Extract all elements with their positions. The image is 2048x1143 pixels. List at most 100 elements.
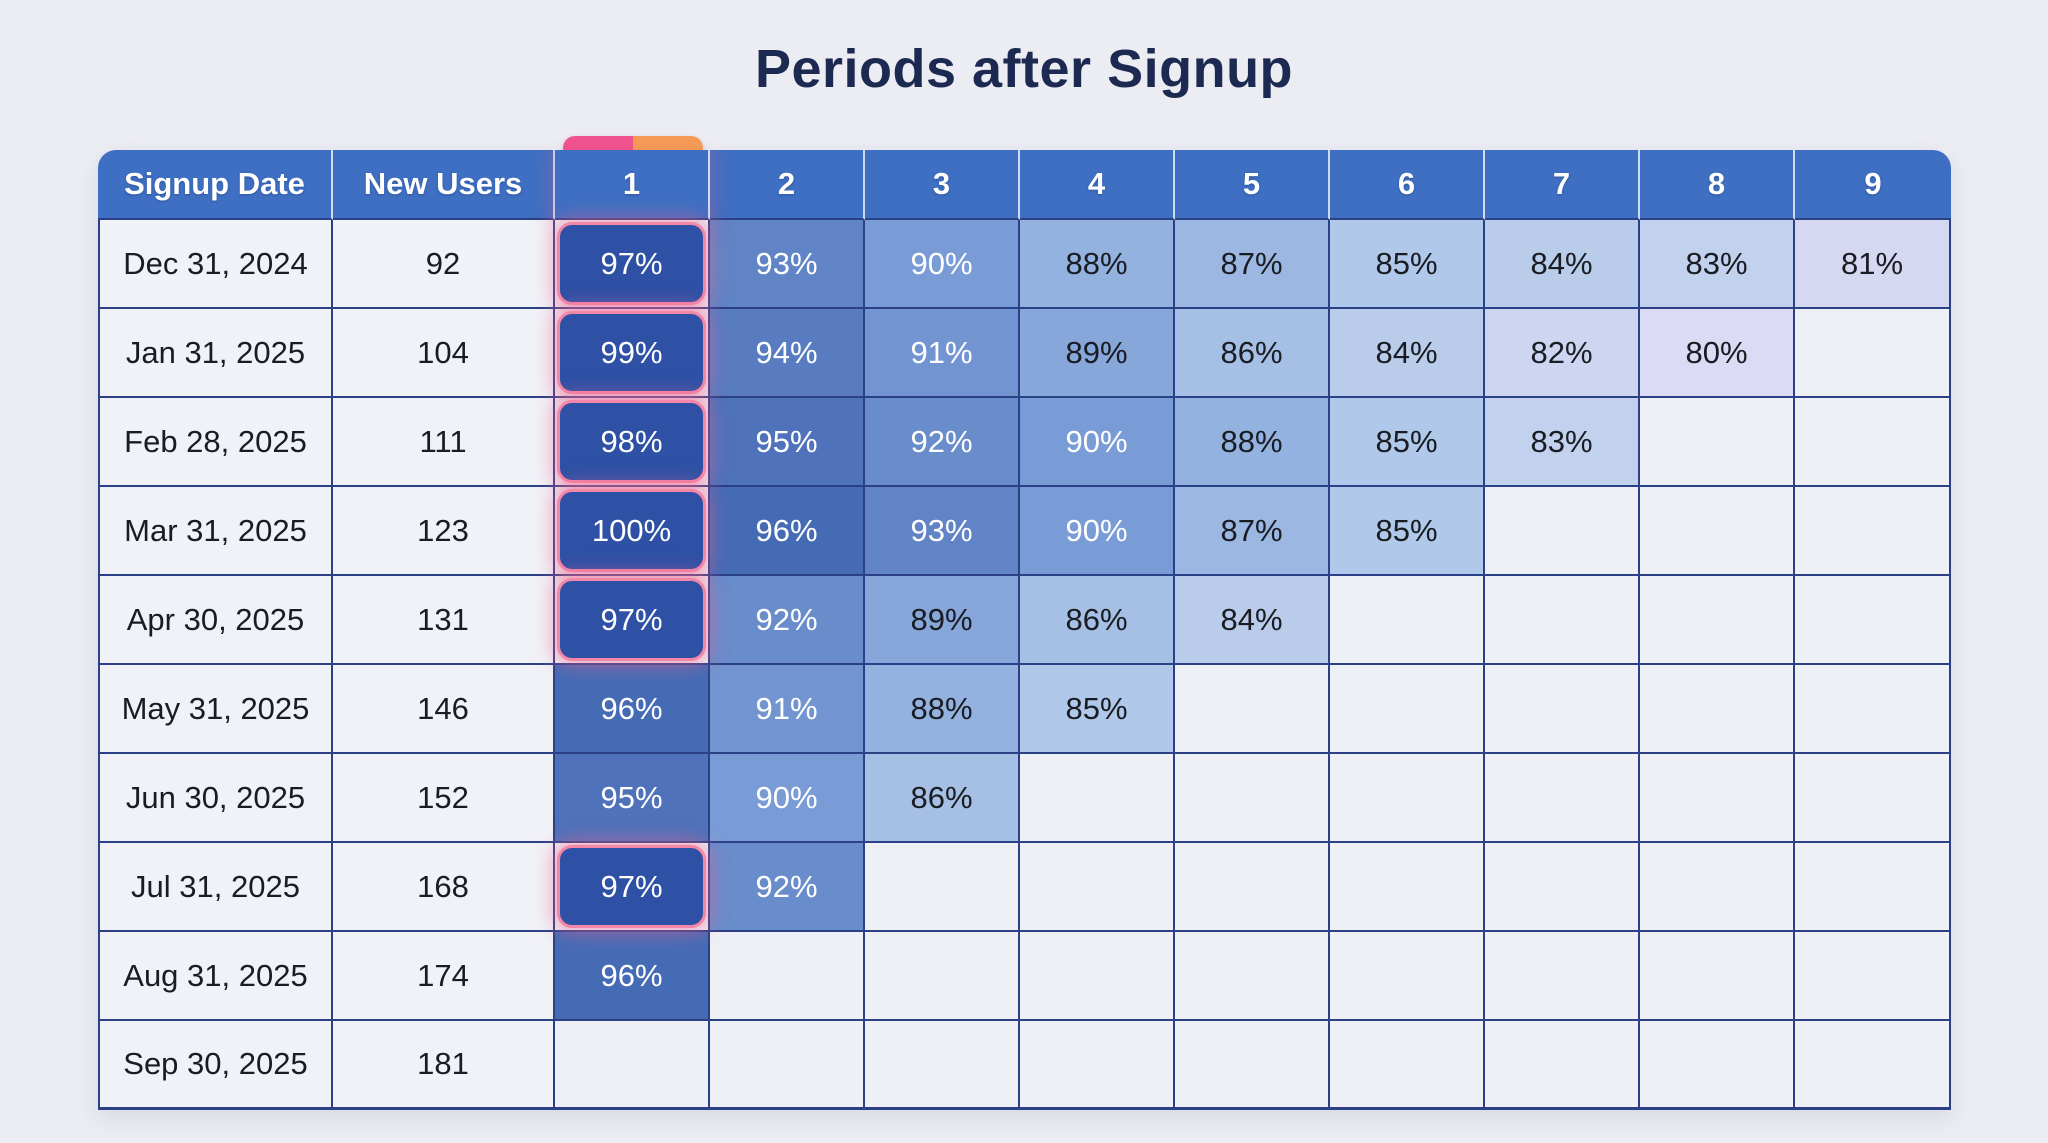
retention-cell[interactable]: 83% [1640, 220, 1795, 309]
empty-period-cell [1640, 398, 1795, 487]
header-row: Signup Date New Users 1 2 3 4 5 6 7 8 9 [98, 150, 1951, 220]
retention-cell[interactable]: 88% [865, 665, 1020, 754]
empty-period-cell [1020, 754, 1175, 843]
retention-cell[interactable]: 87% [1175, 220, 1330, 309]
retention-cell[interactable]: 96% [710, 487, 865, 576]
cohort-table-wrapper: Signup Date New Users 1 2 3 4 5 6 7 8 9 Dec 31, 20… [98, 150, 1951, 1110]
retention-cell[interactable]: 86% [865, 754, 1020, 843]
retention-cell[interactable]: 90% [1020, 398, 1175, 487]
signup-date-cell: Jan 31, 2025 [98, 309, 333, 398]
table-row: Mar 31, 2025 123 100% 96% 93% 90% 87% 85% [98, 487, 1951, 576]
empty-period-cell [1640, 843, 1795, 932]
empty-period-cell [1020, 932, 1175, 1021]
empty-period-cell [1020, 843, 1175, 932]
table-row: Apr 30, 2025 131 97% 92% 89% 86% 84% [98, 576, 1951, 665]
retention-cell[interactable]: 90% [710, 754, 865, 843]
retention-cell[interactable]: 99% [555, 309, 710, 398]
empty-period-cell [710, 1021, 865, 1110]
retention-cell[interactable]: 96% [555, 665, 710, 754]
highlighted-retention-value: 97% [557, 222, 706, 305]
new-users-cell: 111 [333, 398, 555, 487]
retention-cell[interactable]: 100% [555, 487, 710, 576]
column-header-4[interactable]: 4 [1020, 150, 1175, 220]
retention-cell[interactable]: 92% [710, 843, 865, 932]
retention-cell[interactable]: 80% [1640, 309, 1795, 398]
empty-period-cell [1485, 754, 1640, 843]
retention-cell[interactable]: 97% [555, 843, 710, 932]
new-users-cell: 123 [333, 487, 555, 576]
retention-cell[interactable]: 91% [710, 665, 865, 754]
empty-period-cell [1640, 665, 1795, 754]
retention-cell[interactable]: 92% [865, 398, 1020, 487]
column-header-5[interactable]: 5 [1175, 150, 1330, 220]
retention-cell[interactable]: 97% [555, 220, 710, 309]
cohort-table: Signup Date New Users 1 2 3 4 5 6 7 8 9 Dec 31, 20… [98, 150, 1951, 1110]
retention-cell[interactable]: 95% [555, 754, 710, 843]
column-header-1[interactable]: 1 [555, 150, 710, 220]
highlighted-retention-value: 99% [557, 311, 706, 394]
empty-period-cell [865, 932, 1020, 1021]
retention-cell[interactable]: 91% [865, 309, 1020, 398]
retention-cell[interactable]: 84% [1485, 220, 1640, 309]
empty-period-cell [1485, 1021, 1640, 1110]
retention-cell[interactable]: 85% [1020, 665, 1175, 754]
retention-cell[interactable]: 88% [1020, 220, 1175, 309]
signup-date-cell: Dec 31, 2024 [98, 220, 333, 309]
retention-cell[interactable]: 92% [710, 576, 865, 665]
signup-date-cell: Apr 30, 2025 [98, 576, 333, 665]
retention-cell[interactable]: 94% [710, 309, 865, 398]
empty-period-cell [1175, 1021, 1330, 1110]
retention-cell[interactable]: 85% [1330, 487, 1485, 576]
empty-period-cell [1330, 665, 1485, 754]
column-header-6[interactable]: 6 [1330, 150, 1485, 220]
empty-period-cell [1640, 487, 1795, 576]
empty-period-cell [1795, 932, 1951, 1021]
empty-period-cell [1330, 1021, 1485, 1110]
retention-cell[interactable]: 88% [1175, 398, 1330, 487]
new-users-cell: 131 [333, 576, 555, 665]
empty-period-cell [865, 843, 1020, 932]
column-header-3[interactable]: 3 [865, 150, 1020, 220]
table-row: Jun 30, 2025 152 95% 90% 86% [98, 754, 1951, 843]
retention-cell[interactable]: 95% [710, 398, 865, 487]
column-header-signup-date: Signup Date [98, 150, 333, 220]
retention-cell[interactable]: 96% [555, 932, 710, 1021]
retention-cell[interactable]: 89% [1020, 309, 1175, 398]
retention-cell[interactable]: 85% [1330, 398, 1485, 487]
retention-cell[interactable]: 82% [1485, 309, 1640, 398]
retention-cell[interactable]: 85% [1330, 220, 1485, 309]
retention-cell[interactable]: 87% [1175, 487, 1330, 576]
signup-date-cell: Jul 31, 2025 [98, 843, 333, 932]
retention-cell[interactable]: 93% [865, 487, 1020, 576]
empty-period-cell [1795, 487, 1951, 576]
empty-period-cell [1330, 576, 1485, 665]
retention-cell[interactable]: 90% [865, 220, 1020, 309]
column-header-7[interactable]: 7 [1485, 150, 1640, 220]
column-header-9[interactable]: 9 [1795, 150, 1951, 220]
retention-cell[interactable]: 90% [1020, 487, 1175, 576]
column-header-2[interactable]: 2 [710, 150, 865, 220]
highlighted-retention-value: 98% [557, 400, 706, 483]
new-users-cell: 174 [333, 932, 555, 1021]
empty-period-cell [555, 1021, 710, 1110]
column-header-8[interactable]: 8 [1640, 150, 1795, 220]
retention-cell[interactable]: 86% [1020, 576, 1175, 665]
signup-date-cell: Mar 31, 2025 [98, 487, 333, 576]
retention-cell[interactable]: 86% [1175, 309, 1330, 398]
table-row: May 31, 2025 146 96% 91% 88% 85% [98, 665, 1951, 754]
new-users-cell: 92 [333, 220, 555, 309]
retention-cell[interactable]: 97% [555, 576, 710, 665]
retention-cell[interactable]: 84% [1330, 309, 1485, 398]
highlighted-retention-value: 97% [557, 845, 706, 928]
retention-cell[interactable]: 84% [1175, 576, 1330, 665]
retention-cell[interactable]: 89% [865, 576, 1020, 665]
empty-period-cell [1330, 932, 1485, 1021]
retention-cell[interactable]: 93% [710, 220, 865, 309]
empty-period-cell [1795, 754, 1951, 843]
empty-period-cell [1795, 1021, 1951, 1110]
empty-period-cell [1795, 843, 1951, 932]
retention-cell[interactable]: 98% [555, 398, 710, 487]
retention-cell[interactable]: 83% [1485, 398, 1640, 487]
retention-cell[interactable]: 81% [1795, 220, 1951, 309]
